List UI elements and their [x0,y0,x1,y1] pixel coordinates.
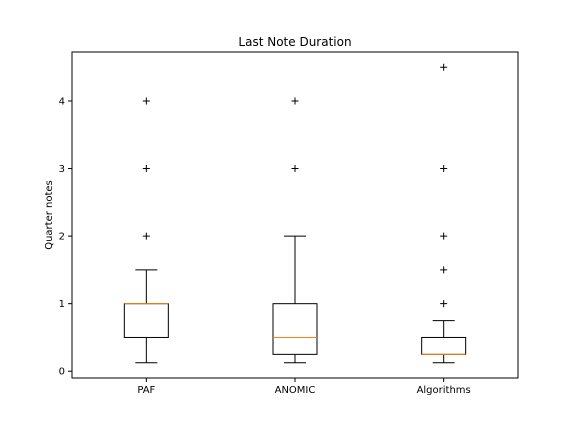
outlier-point [291,165,299,173]
y-tick-label: 2 [59,232,65,243]
outlier-point [142,232,150,240]
y-tick-label: 4 [59,96,65,107]
outlier-point [291,97,299,105]
x-tick-label: Algorithms [417,385,471,396]
plot-area: 0 1 2 3 4 PAF ANOMIC Algorithms [59,63,471,396]
outlier-point [142,165,150,173]
x-tick-label: PAF [137,385,155,396]
x-tick-label: ANOMIC [275,385,316,396]
outlier-point [142,97,150,105]
outlier-point [440,63,448,71]
y-tick-label: 1 [59,299,65,310]
outlier-point [440,266,448,274]
y-tick-label: 0 [59,367,65,378]
y-tick-label: 3 [59,164,65,175]
y-axis-label: Quarter notes [44,180,55,250]
outlier-point [440,232,448,240]
chart-title: Last Note Duration [238,35,351,49]
axes-frame [71,51,519,379]
box-iqr [272,303,318,355]
outlier-point [440,165,448,173]
outlier-point [440,300,448,308]
